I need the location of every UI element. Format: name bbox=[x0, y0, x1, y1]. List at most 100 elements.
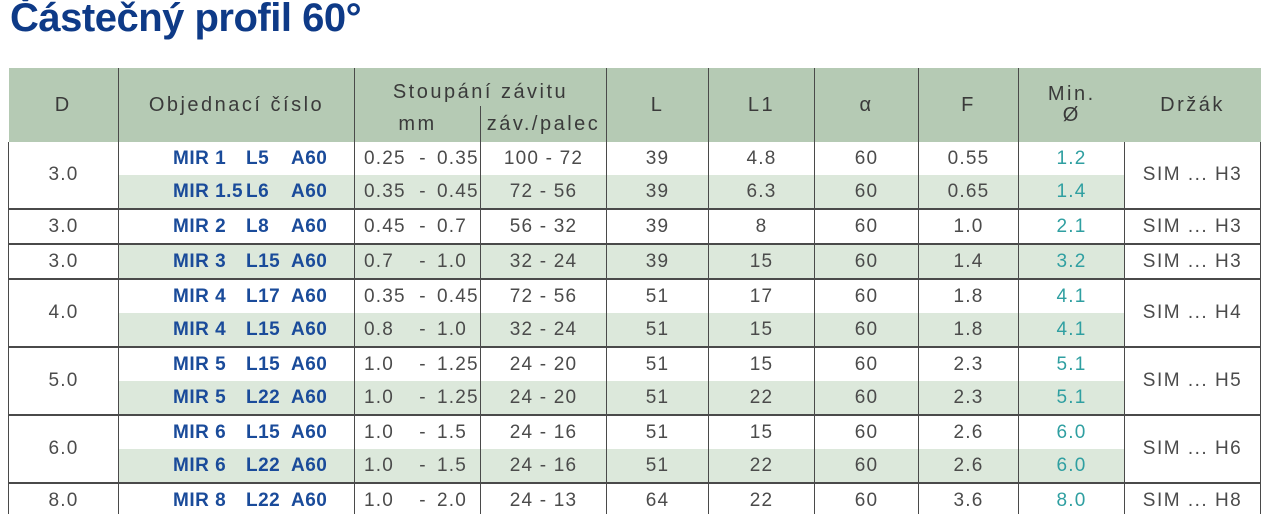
pitch-mm-min: 1.0 bbox=[364, 386, 395, 408]
l-cell: 64 bbox=[606, 482, 709, 514]
min-diameter-cell: 1.2 bbox=[1018, 142, 1125, 175]
min-diameter-cell: 1.4 bbox=[1018, 175, 1125, 209]
product-table: D Objednací číslo Stoupání závitu L L1 α… bbox=[8, 68, 1261, 514]
table-row: 4.0 MIR 4 L17 A60 0.35-0.45 72 - 56 51 17 60 1.8 4… bbox=[8, 278, 1261, 347]
diameter-cell: 5.0 bbox=[8, 346, 119, 415]
diameter-cell: 6.0 bbox=[8, 414, 119, 483]
min-diameter-cell: 5.1 bbox=[1018, 346, 1125, 381]
pitch-mm-min: 0.35 bbox=[364, 285, 406, 307]
holder-cell: SIM ... H3 bbox=[1124, 208, 1261, 244]
pitch-mm-cell: 0.7 -1.0 bbox=[354, 243, 481, 279]
col-header-pitch: Stoupání závitu bbox=[354, 68, 607, 106]
l-cell: 51 bbox=[606, 449, 709, 483]
order-number-cell: MIR 4 L17 A60 bbox=[118, 278, 355, 313]
order-length-code: L5 bbox=[246, 147, 270, 169]
holder-cell: SIM ... H5 bbox=[1124, 346, 1261, 415]
order-angle-code: A60 bbox=[291, 180, 328, 202]
alpha-cell: 60 bbox=[814, 346, 919, 381]
order-angle-code: A60 bbox=[291, 147, 328, 169]
f-cell: 2.6 bbox=[918, 414, 1019, 449]
f-cell: 3.6 bbox=[918, 482, 1019, 514]
table-body: 3.0 MIR 1 L5 A60 0.25-0.35 100 - 72 39 4.8 60 0.5… bbox=[8, 142, 1261, 514]
min-diameter-cell: 3.2 bbox=[1018, 243, 1125, 279]
order-length-code: L15 bbox=[246, 250, 281, 272]
pitch-mm-max: 1.25 bbox=[437, 353, 479, 375]
pitch-tpi-cell: 24 - 20 bbox=[480, 346, 607, 381]
min-diameter-cell: 6.0 bbox=[1018, 414, 1125, 449]
l-cell: 39 bbox=[606, 175, 709, 209]
pitch-mm-min: 0.45 bbox=[364, 215, 406, 237]
pitch-tpi-cell: 72 - 56 bbox=[480, 278, 607, 313]
alpha-cell: 60 bbox=[814, 243, 919, 279]
holder-cell: SIM ... H8 bbox=[1124, 482, 1261, 514]
pitch-mm-max: 0.7 bbox=[437, 215, 468, 237]
range-dash: - bbox=[419, 147, 427, 169]
pitch-mm-min: 0.35 bbox=[364, 180, 406, 202]
holder-cell: SIM ... H3 bbox=[1124, 243, 1261, 279]
alpha-cell: 60 bbox=[814, 449, 919, 483]
pitch-mm-min: 0.25 bbox=[364, 147, 406, 169]
pitch-tpi-cell: 24 - 20 bbox=[480, 381, 607, 415]
diameter-cell: 8.0 bbox=[8, 482, 119, 514]
order-number-cell: MIR 1.5 L6 A60 bbox=[118, 175, 355, 209]
holder-cell: SIM ... H4 bbox=[1124, 278, 1261, 347]
pitch-mm-cell: 0.45-0.7 bbox=[354, 208, 481, 244]
order-angle-code: A60 bbox=[291, 421, 328, 443]
order-series: MIR 6 bbox=[173, 421, 227, 443]
col-header-d: D bbox=[8, 68, 119, 142]
l1-cell: 17 bbox=[708, 278, 815, 313]
order-number-cell: MIR 8 L22 A60 bbox=[118, 482, 355, 514]
pitch-mm-cell: 0.8 -1.0 bbox=[354, 313, 481, 347]
table-row: 3.0 MIR 1 L5 A60 0.25-0.35 100 - 72 39 4.8 60 0.5… bbox=[8, 142, 1261, 209]
order-angle-code: A60 bbox=[291, 285, 328, 307]
table-row: 5.0 MIR 5 L15 A60 1.0 -1.25 24 - 20 51 15 60 2.3 5.… bbox=[8, 346, 1261, 415]
min-diameter-cell: 4.1 bbox=[1018, 278, 1125, 313]
table-row: 6.0 MIR 6 L15 A60 1.0-1.5 24 - 16 51 15 60 2.6 6.0… bbox=[8, 414, 1261, 483]
range-dash: - bbox=[419, 318, 427, 340]
alpha-cell: 60 bbox=[814, 414, 919, 449]
order-angle-code: A60 bbox=[291, 250, 328, 272]
l-cell: 51 bbox=[606, 414, 709, 449]
l1-cell: 8 bbox=[708, 208, 815, 244]
f-cell: 1.8 bbox=[918, 313, 1019, 347]
pitch-tpi-cell: 32 - 24 bbox=[480, 243, 607, 279]
l1-cell: 22 bbox=[708, 381, 815, 415]
l-cell: 39 bbox=[606, 243, 709, 279]
pitch-mm-cell: 0.25-0.35 bbox=[354, 142, 481, 175]
f-cell: 2.6 bbox=[918, 449, 1019, 483]
order-angle-code: A60 bbox=[291, 489, 328, 511]
pitch-mm-max: 1.0 bbox=[437, 250, 468, 272]
f-cell: 1.8 bbox=[918, 278, 1019, 313]
table-header: D Objednací číslo Stoupání závitu L L1 α… bbox=[8, 68, 1261, 142]
pitch-mm-cell: 1.0 -1.5 bbox=[354, 449, 481, 483]
holder-cell: SIM ... H6 bbox=[1124, 414, 1261, 483]
min-diameter-label: Min. Ø bbox=[1047, 82, 1096, 126]
order-number-cell: MIR 6 L22 A60 bbox=[118, 449, 355, 483]
range-dash: - bbox=[419, 285, 427, 307]
order-length-code: L17 bbox=[246, 285, 281, 307]
l1-cell: 15 bbox=[708, 243, 815, 279]
order-series: MIR 6 bbox=[173, 454, 227, 476]
header-row-main: D Objednací číslo Stoupání závitu L L1 α… bbox=[8, 68, 1261, 142]
order-angle-code: A60 bbox=[291, 215, 328, 237]
min-label-line1: Min. bbox=[1047, 82, 1096, 105]
l1-cell: 4.8 bbox=[708, 142, 815, 175]
order-number-cell: MIR 2 L8 A60 bbox=[118, 208, 355, 244]
pitch-mm-max: 1.0 bbox=[437, 318, 468, 340]
l1-cell: 22 bbox=[708, 449, 815, 483]
pitch-mm-max: 1.25 bbox=[437, 386, 479, 408]
pitch-mm-min: 1.0 bbox=[364, 421, 395, 443]
min-diameter-cell: 5.1 bbox=[1018, 381, 1125, 415]
order-series: MIR 1.5 bbox=[173, 180, 244, 202]
order-number-cell: MIR 3 L15 A60 bbox=[118, 243, 355, 279]
pitch-tpi-cell: 32 - 24 bbox=[480, 313, 607, 347]
order-angle-code: A60 bbox=[291, 353, 328, 375]
order-length-code: L15 bbox=[246, 421, 281, 443]
range-dash: - bbox=[419, 489, 427, 511]
l1-cell: 6.3 bbox=[708, 175, 815, 209]
order-length-code: L15 bbox=[246, 353, 281, 375]
table-row: MIR 4 L15 A60 0.8 -1.0 32 - 24 51 15 60 1.8 4.1 bbox=[9, 313, 1261, 347]
pitch-mm-cell: 1.0 -1.25 bbox=[354, 381, 481, 415]
pitch-tpi-cell: 100 - 72 bbox=[480, 142, 607, 175]
diameter-cell: 3.0 bbox=[8, 142, 119, 209]
